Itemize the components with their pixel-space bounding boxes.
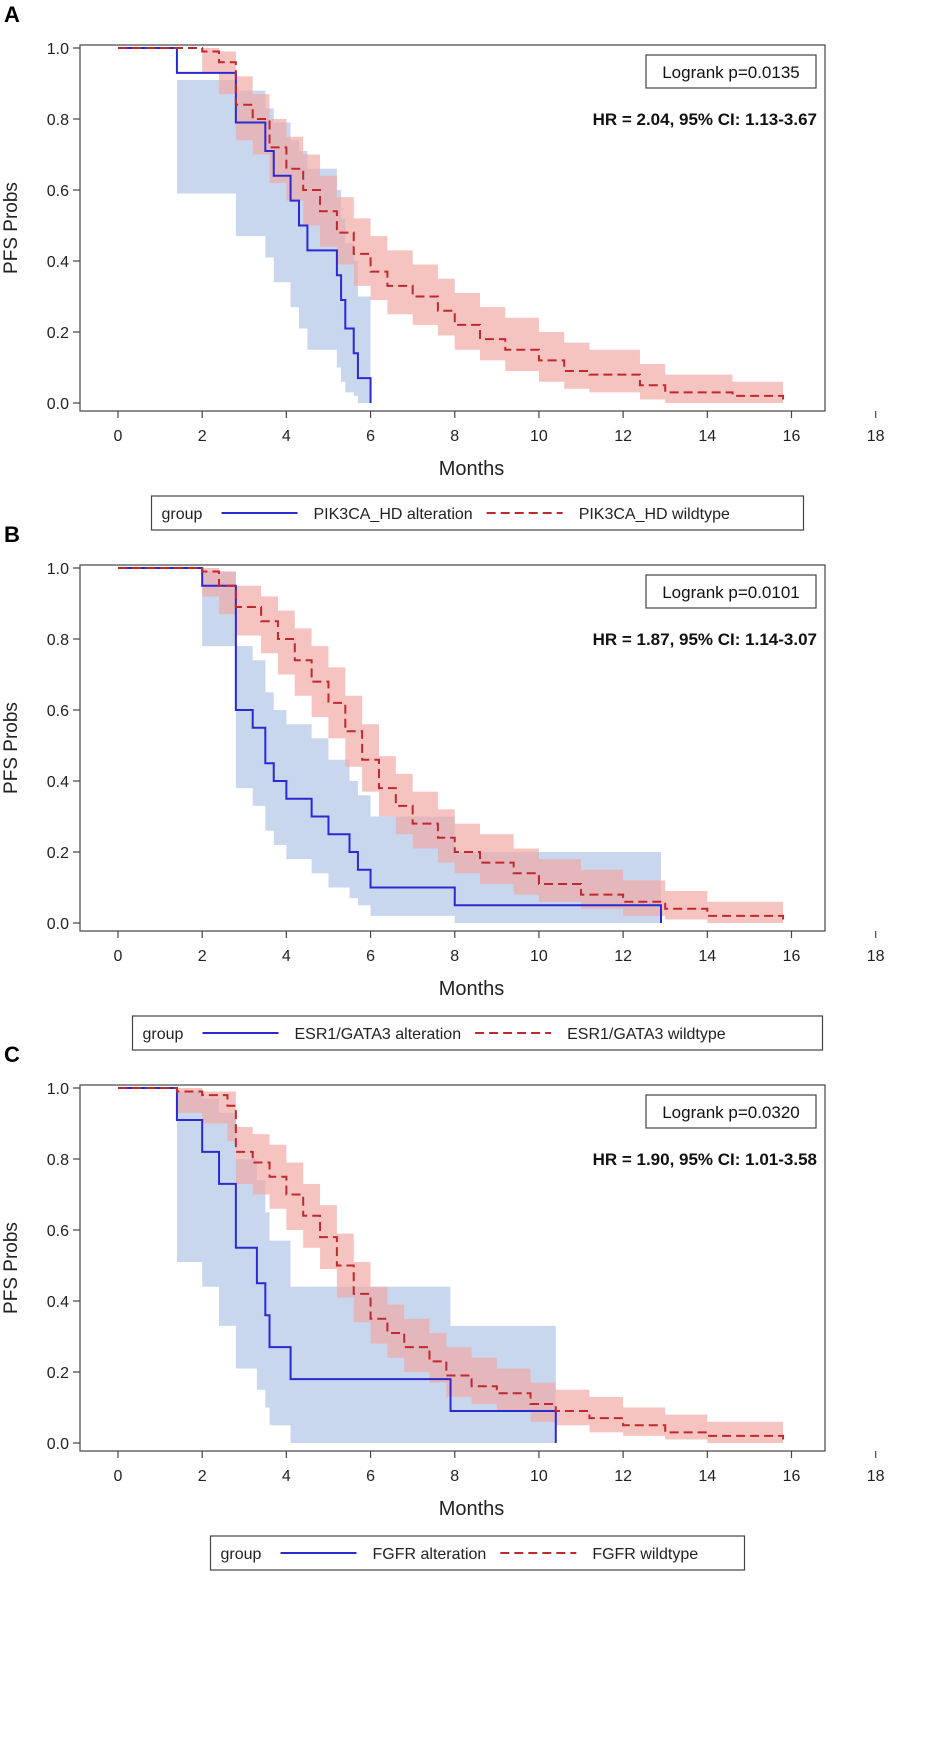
legend-label-alteration: PIK3CA_HD alteration [314, 506, 473, 523]
x-tick-label: 8 [450, 948, 459, 965]
plot-frame [79, 1084, 826, 1452]
legend-title: group [221, 1546, 262, 1563]
x-tick-label: 4 [282, 948, 291, 965]
logrank-box [645, 574, 817, 609]
y-tick-label: 0.4 [47, 774, 69, 791]
chart-panel-c: C 0.0 0.2 0.4 0.6 0.8 1.0 0 2 4 6 8 10 12 14 16 18 Months… [1, 1042, 885, 1571]
x-tick-label: 12 [614, 428, 632, 445]
x-tick-label: 6 [366, 1468, 375, 1485]
legend-title: group [143, 1026, 184, 1043]
x-tick-label: 2 [198, 428, 207, 445]
logrank-text: Logrank p=0.0135 [662, 63, 800, 82]
y-axis-label: PFS Probs [1, 1222, 22, 1314]
chart-panel-b: B 0.0 0.2 0.4 0.6 0.8 1.0 0 2 4 6 8 10 12 14 16 18 Months… [1, 522, 885, 1051]
plot-area [118, 47, 785, 403]
x-tick-label: 0 [114, 1468, 123, 1485]
x-tick-label: 6 [366, 948, 375, 965]
confidence-band-wildtype [118, 568, 784, 923]
plot-area [118, 1087, 785, 1443]
legend-label-alteration: ESR1/GATA3 alteration [295, 1026, 462, 1043]
x-tick-label: 10 [530, 428, 548, 445]
x-axis-label: Months [439, 1498, 505, 1520]
hazard-ratio-text: HR = 1.90, 95% CI: 1.01-3.58 [593, 1150, 817, 1169]
y-axis-label: PFS Probs [1, 182, 22, 274]
y-tick-label: 0.6 [47, 183, 69, 200]
survival-curve-alteration [118, 1087, 557, 1443]
x-tick-label: 10 [530, 948, 548, 965]
logrank-text: Logrank p=0.0101 [662, 583, 800, 602]
legend-label-alteration: FGFR alteration [373, 1546, 487, 1563]
panel-label: B [4, 522, 20, 547]
legend-label-wildtype: PIK3CA_HD wildtype [579, 506, 730, 523]
x-tick-label: 4 [282, 428, 291, 445]
survival-curve-alteration [118, 47, 372, 403]
y-tick-label: 0.8 [47, 632, 69, 649]
survival-curve-wildtype [118, 1087, 785, 1440]
x-tick-label: 12 [614, 1468, 632, 1485]
y-tick-label: 1.0 [47, 41, 69, 58]
logrank-text: Logrank p=0.0320 [662, 1103, 800, 1122]
x-tick-label: 8 [450, 1468, 459, 1485]
plot-area [118, 567, 785, 923]
chart-panel-a: A 0.0 0.2 0.4 0.6 0.8 1.0 0 2 4 6 8 10 12 14 16 18 Months… [1, 2, 885, 531]
y-tick-label: 0.6 [47, 1223, 69, 1240]
y-axis-label: PFS Probs [1, 702, 22, 794]
y-tick-label: 0.0 [47, 916, 69, 933]
legend-title: group [162, 506, 203, 523]
y-tick-label: 0.2 [47, 1365, 69, 1382]
y-tick-label: 0.6 [47, 703, 69, 720]
x-tick-label: 14 [698, 428, 716, 445]
x-tick-label: 18 [867, 428, 885, 445]
x-axis-label: Months [439, 978, 505, 1000]
y-tick-label: 0.8 [47, 1152, 69, 1169]
panel-label: A [4, 2, 20, 27]
plot-frame [79, 564, 826, 932]
y-tick-label: 0.4 [47, 254, 69, 271]
panel-label: C [4, 1042, 20, 1067]
hazard-ratio-text: HR = 2.04, 95% CI: 1.13-3.67 [593, 110, 817, 129]
x-tick-label: 16 [783, 1468, 801, 1485]
confidence-band-wildtype [118, 48, 784, 403]
x-tick-label: 14 [698, 1468, 716, 1485]
legend-label-wildtype: ESR1/GATA3 wildtype [567, 1026, 726, 1043]
x-tick-label: 6 [366, 428, 375, 445]
x-tick-label: 4 [282, 1468, 291, 1485]
x-tick-label: 18 [867, 948, 885, 965]
x-tick-label: 16 [783, 948, 801, 965]
plot-frame [79, 44, 826, 412]
y-tick-label: 1.0 [47, 1081, 69, 1098]
y-tick-label: 1.0 [47, 561, 69, 578]
confidence-band-alteration [118, 48, 371, 403]
x-tick-label: 12 [614, 948, 632, 965]
hazard-ratio-text: HR = 1.87, 95% CI: 1.14-3.07 [593, 630, 817, 649]
x-tick-label: 18 [867, 1468, 885, 1485]
x-tick-label: 10 [530, 1468, 548, 1485]
survival-curve-wildtype [118, 567, 785, 920]
y-tick-label: 0.2 [47, 845, 69, 862]
survival-curve-alteration [118, 567, 663, 923]
y-tick-label: 0.0 [47, 396, 69, 413]
x-tick-label: 2 [198, 1468, 207, 1485]
x-tick-label: 0 [114, 428, 123, 445]
survival-curve-wildtype [118, 47, 785, 400]
y-tick-label: 0.0 [47, 1436, 69, 1453]
y-tick-label: 0.2 [47, 325, 69, 342]
x-tick-label: 14 [698, 948, 716, 965]
x-tick-label: 0 [114, 948, 123, 965]
x-tick-label: 8 [450, 428, 459, 445]
y-tick-label: 0.8 [47, 112, 69, 129]
logrank-box [645, 54, 817, 89]
x-axis-label: Months [439, 458, 505, 480]
legend-label-wildtype: FGFR wildtype [592, 1546, 698, 1563]
y-tick-label: 0.4 [47, 1294, 69, 1311]
logrank-box [645, 1094, 817, 1129]
x-tick-label: 2 [198, 948, 207, 965]
x-tick-label: 16 [783, 428, 801, 445]
